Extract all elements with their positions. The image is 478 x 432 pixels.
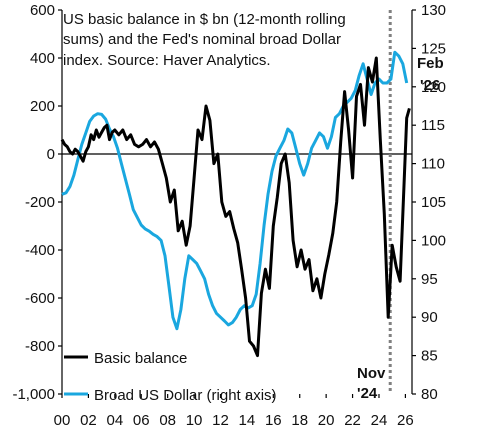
right-tick-label: 90 bbox=[421, 309, 438, 326]
chart-title-line-3: index. Source: Haver Analytics. bbox=[63, 52, 271, 69]
series-line-basic-balance bbox=[60, 56, 411, 358]
chart-title-line-2: sums) and the Fed's nominal broad Dollar bbox=[63, 31, 341, 48]
nov-24-annotation: Nov '24 bbox=[357, 365, 386, 402]
legend: Basic balance Broad US Dollar (right axi… bbox=[64, 350, 277, 404]
right-axis: 130 125 120 115 110 105 100 95 90 85 80 bbox=[412, 2, 446, 403]
x-tick-label: 06 bbox=[133, 412, 150, 429]
x-tick-label: 22 bbox=[344, 412, 361, 429]
nov-24-annotation-line-2: '24 bbox=[357, 385, 378, 402]
x-tick-label: 00 bbox=[54, 412, 71, 429]
x-tick-label: 14 bbox=[239, 412, 256, 429]
x-tick-label: 04 bbox=[106, 412, 123, 429]
series-line-dollar bbox=[61, 50, 409, 331]
right-tick-label: 110 bbox=[421, 156, 445, 173]
x-axis: 00 02 04 06 08 10 12 14 16 18 20 22 24 26 bbox=[54, 394, 414, 429]
feb-26-annotation: Feb '26 bbox=[417, 55, 444, 94]
left-tick-label: -800 bbox=[25, 338, 55, 355]
x-tick-label: 26 bbox=[397, 412, 414, 429]
left-tick-label: 200 bbox=[30, 98, 55, 115]
x-tick-label: 18 bbox=[291, 412, 308, 429]
left-tick-label: -400 bbox=[25, 242, 55, 259]
x-tick-label: 24 bbox=[371, 412, 388, 429]
right-tick-label: 95 bbox=[421, 271, 438, 288]
x-tick-label: 08 bbox=[159, 412, 176, 429]
right-tick-label: 115 bbox=[421, 117, 445, 134]
legend-label-dollar: Broad US Dollar (right axis) bbox=[94, 387, 277, 404]
x-tick-label: 12 bbox=[212, 412, 229, 429]
chart-title-line-1: US basic balance in $ bn (12-month rolli… bbox=[63, 11, 346, 28]
right-tick-label: 85 bbox=[421, 348, 438, 365]
right-tick-label: 125 bbox=[421, 40, 446, 57]
feb-26-annotation-line-1: Feb bbox=[417, 55, 444, 72]
chart-title: US basic balance in $ bn (12-month rolli… bbox=[63, 11, 346, 69]
left-tick-label: 0 bbox=[47, 146, 55, 163]
left-tick-label: -1,000 bbox=[12, 386, 55, 403]
x-tick-label: 10 bbox=[186, 412, 203, 429]
left-tick-label: -600 bbox=[25, 290, 55, 307]
left-tick-label: -200 bbox=[25, 194, 55, 211]
right-tick-label: 100 bbox=[421, 232, 446, 249]
x-tick-label: 02 bbox=[80, 412, 97, 429]
x-tick-label: 16 bbox=[265, 412, 282, 429]
right-tick-label: 120 bbox=[421, 79, 446, 96]
x-tick-label: 20 bbox=[318, 412, 335, 429]
right-tick-label: 105 bbox=[421, 194, 446, 211]
right-tick-label: 80 bbox=[421, 386, 438, 403]
left-axis: 600 400 200 0 -200 -400 -600 -800 -1,000 bbox=[12, 2, 62, 403]
left-tick-label: 400 bbox=[30, 50, 55, 67]
left-tick-label: 600 bbox=[30, 2, 55, 19]
right-tick-label: 130 bbox=[421, 2, 446, 19]
legend-label-basic-balance: Basic balance bbox=[94, 350, 187, 367]
nov-24-annotation-line-1: Nov bbox=[357, 365, 386, 382]
feb-26-annotation-line-2: '26 bbox=[420, 77, 440, 94]
